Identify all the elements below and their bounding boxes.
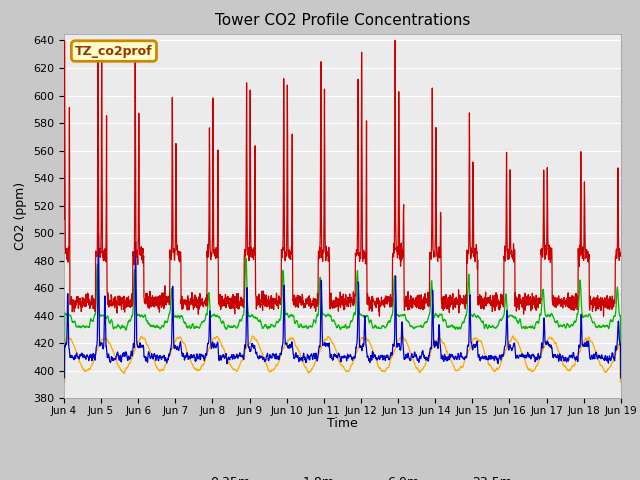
Title: Tower CO2 Profile Concentrations: Tower CO2 Profile Concentrations <box>214 13 470 28</box>
Legend: 0.35m, 1.8m, 6.0m, 23.5m: 0.35m, 1.8m, 6.0m, 23.5m <box>168 471 517 480</box>
Line: 6.0m: 6.0m <box>64 258 621 378</box>
23.5m <box>617 379 625 385</box>
0.35m <box>371 300 379 306</box>
6.0m <box>371 324 379 329</box>
1.8m <box>371 352 379 358</box>
6.0m <box>617 375 625 381</box>
0.35m <box>504 246 512 252</box>
1.8m <box>216 356 223 361</box>
1.8m <box>504 346 512 351</box>
1.8m <box>60 375 68 381</box>
6.0m <box>504 314 512 320</box>
6.0m <box>568 322 575 328</box>
1.8m <box>568 354 575 360</box>
1.8m <box>359 343 367 349</box>
23.5m <box>359 335 367 341</box>
0.35m <box>584 249 591 255</box>
0.35m <box>617 253 625 259</box>
23.5m <box>249 333 257 339</box>
6.0m <box>242 255 250 261</box>
Text: TZ_co2prof: TZ_co2prof <box>75 45 153 58</box>
23.5m <box>504 340 512 346</box>
0.35m <box>568 300 575 305</box>
X-axis label: Time: Time <box>327 418 358 431</box>
1.8m <box>95 229 102 235</box>
1.8m <box>617 375 625 381</box>
23.5m <box>216 336 223 342</box>
6.0m <box>584 314 591 320</box>
6.0m <box>359 313 367 319</box>
1.8m <box>584 342 591 348</box>
23.5m <box>584 337 591 343</box>
Line: 23.5m: 23.5m <box>64 336 621 382</box>
23.5m <box>60 379 68 385</box>
0.35m <box>216 296 223 301</box>
0.35m <box>359 259 367 264</box>
23.5m <box>371 354 379 360</box>
6.0m <box>216 314 223 320</box>
0.35m <box>600 313 607 319</box>
Line: 0.35m: 0.35m <box>64 40 621 316</box>
23.5m <box>568 364 575 370</box>
6.0m <box>60 375 68 381</box>
Y-axis label: CO2 (ppm): CO2 (ppm) <box>15 182 28 250</box>
Line: 1.8m: 1.8m <box>64 232 621 378</box>
0.35m <box>61 37 68 43</box>
0.35m <box>60 216 68 222</box>
